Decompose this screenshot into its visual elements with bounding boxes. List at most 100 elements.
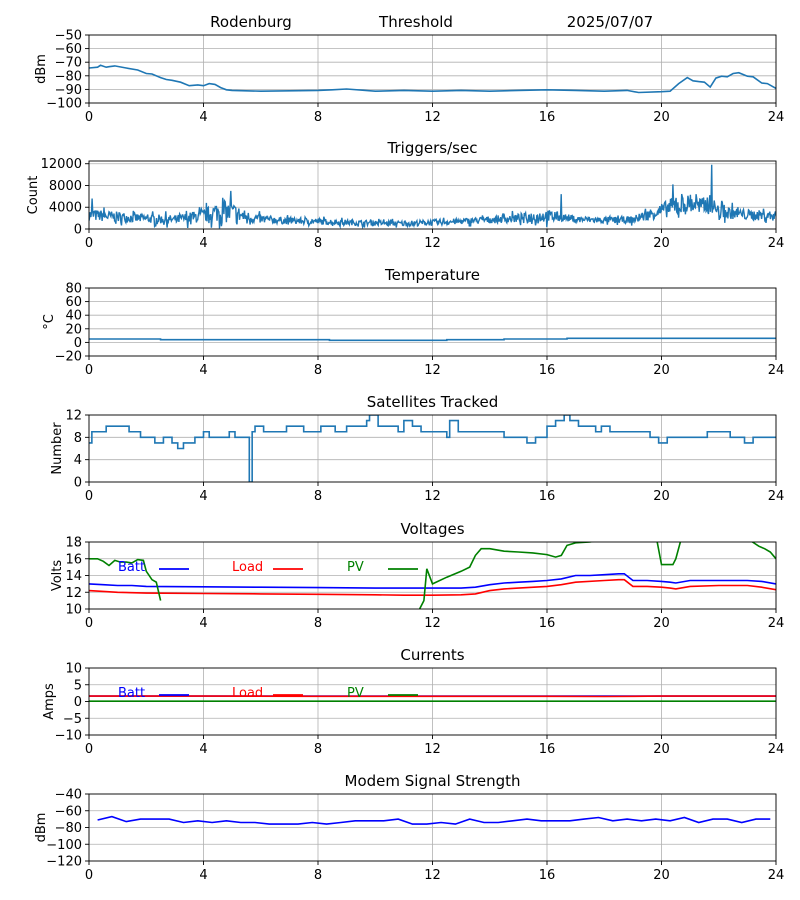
modem-ytick-label-0: −120 xyxy=(46,855,82,870)
satellites-ytick-label-0: 0 xyxy=(74,476,82,491)
temperature-title: Temperature xyxy=(384,266,480,284)
satellites-xtick-label-5: 20 xyxy=(653,489,670,504)
modem-xtick-label-1: 4 xyxy=(199,868,207,883)
voltages-ytick-label-1: 12 xyxy=(65,586,82,601)
temperature-xtick-label-4: 16 xyxy=(539,363,556,378)
voltages-xtick-label-5: 20 xyxy=(653,616,670,631)
triggers-ytick-label-0: 0 xyxy=(74,223,82,238)
signal-xtick-label-0: 0 xyxy=(85,110,93,125)
triggers-ylabel: Count xyxy=(26,176,41,215)
date-label: 2025/07/07 xyxy=(567,13,653,31)
modem-xtick-label-5: 20 xyxy=(653,868,670,883)
temperature-ytick-label-1: 0 xyxy=(74,336,82,351)
currents-ytick-label-0: −10 xyxy=(55,729,82,744)
modem-xtick-label-2: 8 xyxy=(314,868,322,883)
voltages-series-batt-seg-0 xyxy=(89,573,776,589)
currents-xtick-label-1: 4 xyxy=(199,742,207,757)
voltages-xtick-label-4: 16 xyxy=(539,616,556,631)
currents-ytick-label-2: 0 xyxy=(74,695,82,710)
triggers-xtick-label-4: 16 xyxy=(539,236,556,251)
temperature-ytick-label-0: −20 xyxy=(55,350,82,365)
satellites-ytick-label-2: 8 xyxy=(74,431,82,446)
satellites-xtick-label-1: 4 xyxy=(199,489,207,504)
temperature-ylabel: °C xyxy=(42,314,57,330)
modem-ytick-label-2: −80 xyxy=(55,821,82,836)
modem-ytick-label-3: −60 xyxy=(55,804,82,819)
modem-series-0-seg-0 xyxy=(97,815,771,825)
modem-xtick-label-0: 0 xyxy=(85,868,93,883)
currents-xtick-label-6: 24 xyxy=(768,742,785,757)
currents-xtick-label-5: 20 xyxy=(653,742,670,757)
modem-ytick-label-4: −40 xyxy=(55,788,82,803)
triggers-xtick-label-3: 12 xyxy=(424,236,441,251)
satellites-xtick-label-3: 12 xyxy=(424,489,441,504)
signal-ytick-label-1: −90 xyxy=(55,83,82,98)
triggers-series-0 xyxy=(89,164,776,229)
voltages-xtick-label-0: 0 xyxy=(85,616,93,631)
voltages-series-pv-seg-1 xyxy=(418,542,658,609)
temperature-xtick-label-3: 12 xyxy=(424,363,441,378)
mode-label: Threshold xyxy=(378,13,453,31)
triggers-title: Triggers/sec xyxy=(387,139,478,157)
temperature-xtick-label-0: 0 xyxy=(85,363,93,378)
signal-xtick-label-6: 24 xyxy=(768,110,785,125)
currents-ytick-label-4: 10 xyxy=(65,662,82,677)
voltages-data xyxy=(89,542,776,609)
voltages-series-pv-seg-0 xyxy=(89,558,162,601)
triggers-panel: 0 4 8 12 16 20 24 0 4000 8000 12000 Triggers/sec Cou… xyxy=(26,139,784,251)
currents-xtick-label-0: 0 xyxy=(85,742,93,757)
currents-ylabel: Amps xyxy=(42,683,57,720)
signal-panel: 0 4 8 12 16 20 24 −100−90−80−70−60−50 dBm xyxy=(34,29,784,126)
satellites-xtick-label-0: 0 xyxy=(85,489,93,504)
currents-xtick-label-3: 12 xyxy=(424,742,441,757)
modem-xtick-label-6: 24 xyxy=(768,868,785,883)
triggers-xtick-label-5: 20 xyxy=(653,236,670,251)
signal-ytick-label-3: −70 xyxy=(55,56,82,71)
modem-xtick-label-4: 16 xyxy=(539,868,556,883)
temperature-xtick-label-1: 4 xyxy=(199,363,207,378)
currents-legend-pv: PV xyxy=(347,686,364,701)
voltages-xtick-label-3: 12 xyxy=(424,616,441,631)
modem-title: Modem Signal Strength xyxy=(345,772,521,790)
modem-xtick-label-3: 12 xyxy=(424,868,441,883)
voltages-ylabel: Volts xyxy=(50,560,65,592)
temperature-xtick-label-5: 20 xyxy=(653,363,670,378)
satellites-xtick-label-4: 16 xyxy=(539,489,556,504)
satellites-xtick-label-2: 8 xyxy=(314,489,322,504)
voltages-legend-load: Load xyxy=(232,560,263,575)
triggers-xtick-label-1: 4 xyxy=(199,236,207,251)
signal-xtick-label-4: 16 xyxy=(539,110,556,125)
temperature-ytick-label-4: 60 xyxy=(65,295,82,310)
currents-legend-load: Load xyxy=(232,686,263,701)
site-name: Rodenburg xyxy=(210,13,292,31)
triggers-xtick-label-0: 0 xyxy=(85,236,93,251)
signal-xtick-label-3: 12 xyxy=(424,110,441,125)
temperature-data xyxy=(89,337,776,342)
voltages-xtick-label-2: 8 xyxy=(314,616,322,631)
satellites-panel: 0 4 8 12 16 20 24 0 4 8 12 Satellites Tracked Number xyxy=(50,393,784,504)
modem-data xyxy=(97,815,771,825)
triggers-data xyxy=(89,164,776,229)
satellites-ylabel: Number xyxy=(50,422,65,475)
temperature-ytick-label-5: 80 xyxy=(65,282,82,297)
currents-legend-batt: Batt xyxy=(118,686,145,701)
voltages-title: Voltages xyxy=(400,520,464,538)
currents-title: Currents xyxy=(400,646,464,664)
voltages-series-pv-seg-2 xyxy=(656,542,776,566)
temperature-ytick-label-3: 40 xyxy=(65,309,82,324)
triggers-ytick-label-3: 12000 xyxy=(41,157,82,172)
signal-xtick-label-5: 20 xyxy=(653,110,670,125)
triggers-ytick-label-1: 4000 xyxy=(49,201,82,216)
signal-ytick-label-4: −60 xyxy=(55,42,82,57)
temperature-xtick-label-6: 24 xyxy=(768,363,785,378)
voltages-ytick-label-4: 18 xyxy=(65,536,82,551)
voltages-xtick-label-6: 24 xyxy=(768,616,785,631)
currents-data xyxy=(89,695,776,702)
voltages-ytick-label-3: 16 xyxy=(65,552,82,567)
signal-ytick-label-0: −100 xyxy=(46,97,82,112)
satellites-title: Satellites Tracked xyxy=(367,393,498,411)
